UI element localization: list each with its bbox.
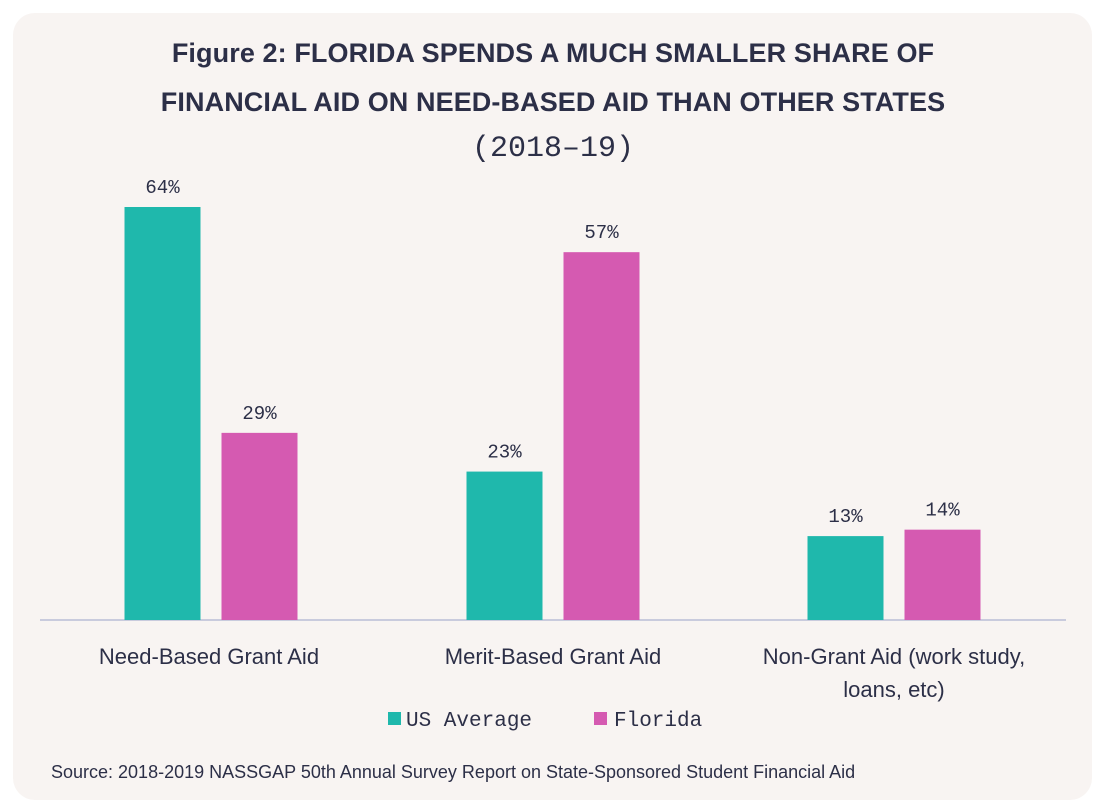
data-label-florida-0: 29% [242, 403, 277, 425]
category-label-2-0: Non-Grant Aid (work study, [763, 644, 1025, 669]
bar-florida-2 [904, 529, 981, 620]
category-label-0-0: Need-Based Grant Aid [99, 644, 319, 669]
bar-florida-1 [563, 252, 640, 620]
legend-label-florida: Florida [614, 710, 702, 733]
category-label-2-1: loans, etc) [843, 677, 945, 702]
bar-us-average-2 [807, 536, 884, 620]
source-note: Source: 2018-2019 NASSGAP 50th Annual Su… [51, 762, 856, 782]
data-label-us-average-0: 64% [145, 177, 180, 199]
data-label-us-average-1: 23% [487, 442, 522, 464]
chart-subtitle: (2018–19) [471, 132, 635, 166]
data-label-florida-2: 14% [925, 500, 960, 522]
legend-label-us-average: US Average [406, 710, 532, 733]
legend-swatch-us-average [388, 712, 401, 725]
bar-us-average-1 [466, 471, 543, 620]
data-label-florida-1: 57% [584, 222, 619, 244]
chart-title-line-1: Figure 2: FLORIDA SPENDS A MUCH SMALLER … [171, 38, 935, 68]
legend-swatch-florida [594, 712, 607, 725]
chart-title-line-2: FINANCIAL AID ON NEED-BASED AID THAN OTH… [160, 87, 946, 117]
data-label-us-average-2: 13% [828, 506, 863, 528]
bar-florida-0 [221, 432, 298, 620]
category-label-1-0: Merit-Based Grant Aid [445, 644, 661, 669]
bar-us-average-0 [124, 207, 201, 620]
